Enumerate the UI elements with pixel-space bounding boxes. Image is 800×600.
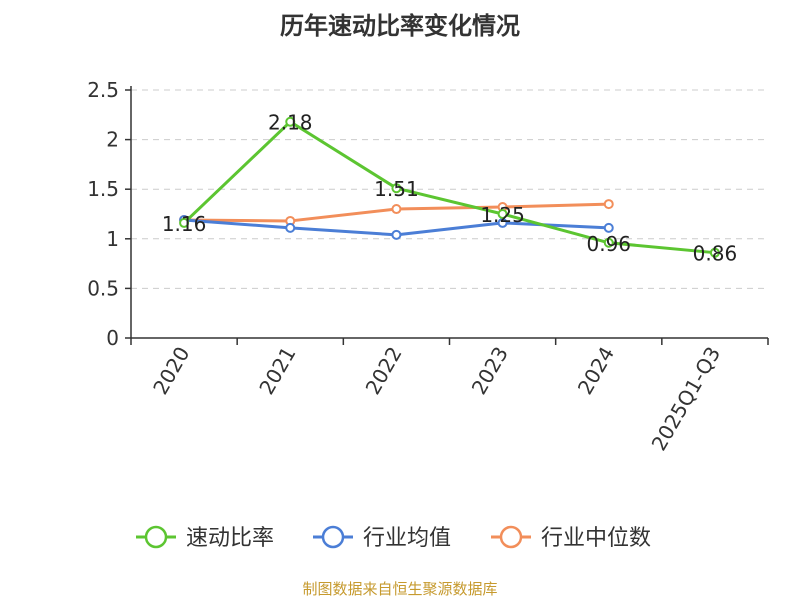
data-point xyxy=(603,199,614,210)
data-label: 1.25 xyxy=(480,203,525,227)
axes: 0 0.5 1 1.5 2 2.5 2020 2021 2022 2023 2024 2025Q1-Q… xyxy=(87,78,769,455)
data-point xyxy=(391,204,402,215)
x-tick-label: 2023 xyxy=(467,343,513,399)
data-label: 2.18 xyxy=(268,111,313,135)
data-labels: 1.16 2.18 1.51 1.25 0.96 0.86 xyxy=(162,111,737,266)
legend-label: 行业中位数 xyxy=(541,526,651,551)
data-label: 1.51 xyxy=(374,177,419,201)
legend-swatch-marker xyxy=(499,525,523,549)
data-label: 0.86 xyxy=(693,242,738,266)
legend[interactable]: 速动比率 行业均值 行业中位数 xyxy=(136,525,651,551)
data-label: 0.96 xyxy=(586,232,631,256)
y-tick-label: 2 xyxy=(106,128,119,152)
data-point xyxy=(603,237,614,248)
series-lines xyxy=(179,116,720,258)
chart-title: 历年速动比率变化情况 xyxy=(280,12,520,40)
data-point xyxy=(391,229,402,240)
data-label: 1.16 xyxy=(162,212,207,236)
source-note: 制图数据来自恒生聚源数据库 xyxy=(302,580,498,598)
grid-lines xyxy=(131,89,768,289)
data-point xyxy=(497,209,508,219)
data-point xyxy=(709,247,720,258)
y-tick-label: 2.5 xyxy=(87,78,119,102)
data-point xyxy=(179,217,190,228)
data-point xyxy=(285,222,296,233)
data-point xyxy=(603,222,614,233)
y-tick-label: 0 xyxy=(106,326,119,350)
x-tick-label: 2024 xyxy=(573,343,619,399)
series-line-0 xyxy=(183,120,716,255)
x-tick-label: 2022 xyxy=(361,343,407,399)
x-tick-label: 2021 xyxy=(254,343,300,399)
x-tick-label: 2020 xyxy=(148,343,194,399)
legend-swatch-marker xyxy=(321,525,345,549)
y-tick-label: 0.5 xyxy=(87,276,119,300)
data-point xyxy=(391,183,402,194)
legend-swatch-marker xyxy=(144,525,168,549)
y-tick-label: 1.5 xyxy=(87,177,119,201)
x-tick-label: 2025Q1-Q3 xyxy=(647,343,726,455)
legend-label: 行业均值 xyxy=(363,526,451,551)
legend-label: 速动比率 xyxy=(186,526,274,551)
y-tick-label: 1 xyxy=(106,227,119,251)
data-point xyxy=(285,116,296,127)
